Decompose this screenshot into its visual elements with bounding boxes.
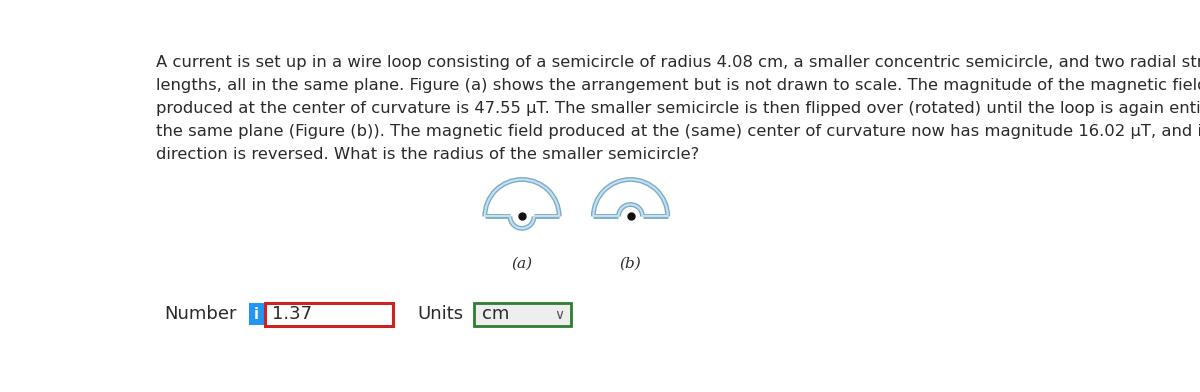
- Text: the same plane (Figure (b)). The magnetic field produced at the (same) center of: the same plane (Figure (b)). The magneti…: [156, 124, 1200, 139]
- Text: lengths, all in the same plane. Figure (a) shows the arrangement but is not draw: lengths, all in the same plane. Figure (…: [156, 78, 1200, 93]
- Text: A current is set up in a wire loop consisting of a semicircle of radius 4.08 cm,: A current is set up in a wire loop consi…: [156, 55, 1200, 70]
- Text: i: i: [254, 307, 259, 322]
- Text: Units: Units: [418, 305, 463, 323]
- Text: produced at the center of curvature is 47.55 μT. The smaller semicircle is then : produced at the center of curvature is 4…: [156, 101, 1200, 116]
- Text: Number: Number: [164, 305, 236, 323]
- Bar: [474, 303, 571, 326]
- Bar: [265, 303, 392, 326]
- Text: (a): (a): [511, 256, 533, 270]
- Text: ∨: ∨: [554, 308, 564, 322]
- Bar: [250, 303, 264, 325]
- Text: 1.37: 1.37: [272, 305, 312, 323]
- Text: direction is reversed. What is the radius of the smaller semicircle?: direction is reversed. What is the radiu…: [156, 147, 700, 162]
- Text: cm: cm: [481, 305, 509, 323]
- Text: (b): (b): [619, 256, 641, 270]
